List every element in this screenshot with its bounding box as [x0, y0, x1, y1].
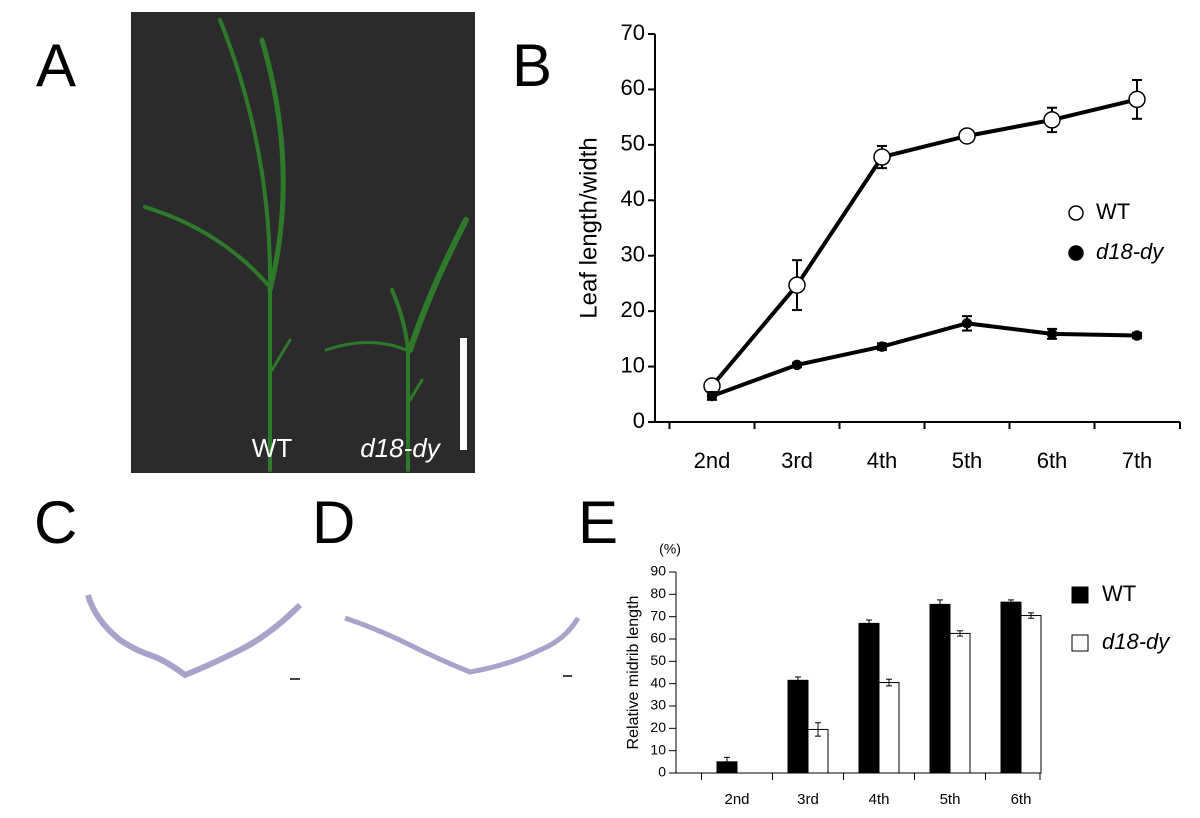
y-tick-label: 30 [650, 697, 666, 713]
x-tick-label: 4th [867, 448, 898, 473]
bar [787, 679, 809, 774]
bar [878, 682, 900, 774]
x-tick-label: 2nd [694, 448, 731, 473]
legend-marker [1068, 205, 1084, 221]
line [711, 321, 1138, 398]
y-tick-label: 20 [621, 297, 645, 322]
panel-label: E [578, 489, 618, 556]
photo: WT d18-dy [131, 12, 475, 473]
y-tick-label: 0 [658, 764, 666, 780]
marker [961, 318, 973, 329]
y-tick-label: 60 [650, 630, 666, 646]
y-tick-label: 10 [621, 352, 645, 377]
y-tick-label: 0 [633, 408, 645, 433]
panel-label: C [34, 489, 77, 556]
y-tick-label: 50 [650, 652, 666, 668]
legend-label: d18-dy [1096, 239, 1165, 264]
photo-label: d18-dy [360, 433, 441, 463]
line [710, 97, 1138, 388]
y-unit: (%) [659, 541, 681, 557]
marker [958, 127, 976, 145]
x-tick-label: 3rd [797, 791, 819, 808]
bar [929, 603, 951, 774]
y-tick-label: 90 [650, 563, 666, 579]
y-tick-label: 30 [621, 242, 645, 267]
x-tick-label: 3rd [781, 448, 813, 473]
bar [949, 632, 971, 774]
legend-swatch [1071, 634, 1089, 652]
marker [1043, 111, 1061, 129]
legend-label: WT [1096, 199, 1130, 224]
section-d [344, 615, 581, 677]
marker [1128, 90, 1146, 109]
y-tick-label: 40 [650, 674, 666, 690]
legend-marker [1068, 245, 1084, 261]
marker [1131, 330, 1143, 341]
section-c [85, 594, 303, 680]
y-tick-label: 60 [621, 75, 645, 100]
legend-label: d18-dy [1102, 629, 1171, 654]
y-tick-label: 10 [650, 741, 666, 757]
x-tick-label: 2nd [724, 791, 749, 808]
panel-label: D [312, 489, 355, 556]
marker [876, 341, 888, 352]
panel-label: A [36, 32, 76, 99]
marker [873, 148, 891, 166]
x-tick-label: 7th [1122, 448, 1153, 473]
x-tick-label: 5th [952, 448, 983, 473]
y-tick-label: 70 [621, 20, 645, 45]
y-axis-label: Leaf length/width [575, 137, 602, 318]
legend-swatch [1071, 586, 1089, 604]
marker [791, 359, 803, 371]
y-axis-label: Relative midrib length [625, 596, 642, 750]
y-tick-label: 80 [650, 585, 666, 601]
bar [1000, 601, 1022, 774]
marker [1046, 328, 1058, 340]
y-tick-label: 70 [650, 607, 666, 623]
photo-label: WT [252, 433, 293, 463]
y-tick-label: 50 [621, 131, 645, 156]
panel-label: B [512, 32, 552, 99]
y-tick-label: 20 [650, 719, 666, 735]
bar [858, 622, 880, 774]
bar [1020, 615, 1042, 774]
x-tick-label: 6th [1037, 448, 1068, 473]
x-tick-label: 5th [940, 791, 961, 808]
legend-label: WT [1102, 581, 1136, 606]
x-tick-label: 6th [1011, 791, 1032, 808]
x-tick-label: 4th [869, 791, 890, 808]
marker [706, 390, 718, 402]
marker [788, 276, 806, 294]
y-tick-label: 40 [621, 186, 645, 211]
